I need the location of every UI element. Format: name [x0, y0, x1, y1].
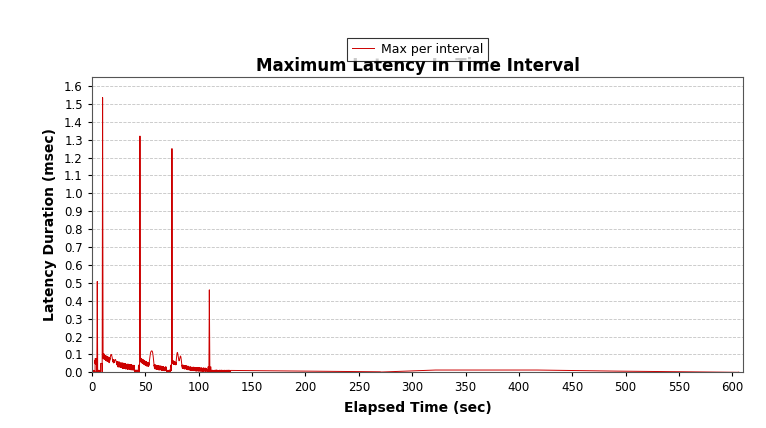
Max per interval — [89, 369, 98, 374]
Max per interval — [211, 370, 221, 375]
Max per interval — [87, 370, 97, 375]
Max per interval — [182, 365, 191, 370]
Legend: Max per interval: Max per interval — [347, 38, 488, 60]
Line: Max per interval: Max per interval — [92, 98, 738, 372]
Max per interval — [116, 361, 125, 366]
Max per interval — [126, 364, 135, 369]
Max per interval — [98, 95, 107, 100]
Max per interval — [734, 369, 743, 374]
Max per interval — [136, 288, 145, 293]
Max per interval — [114, 362, 123, 367]
Title: Maximum Latency In Time Interval: Maximum Latency In Time Interval — [256, 57, 579, 75]
X-axis label: Elapsed Time (sec): Elapsed Time (sec) — [344, 401, 491, 415]
Y-axis label: Latency Duration (msec): Latency Duration (msec) — [43, 128, 57, 321]
